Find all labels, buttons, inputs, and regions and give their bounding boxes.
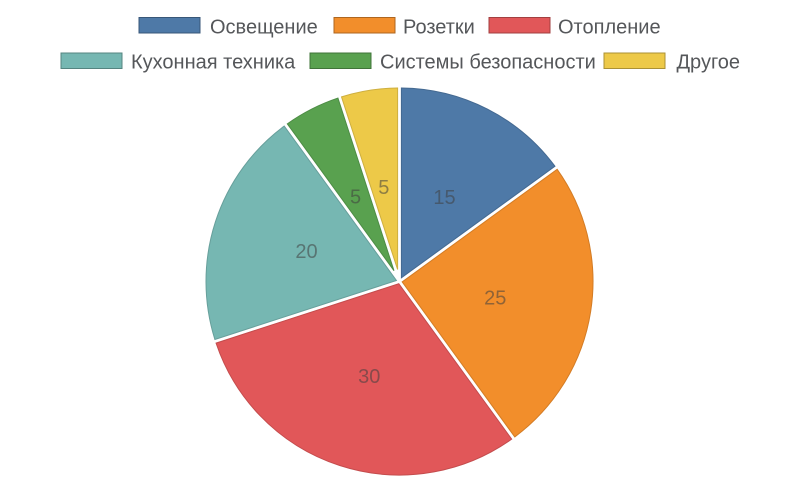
svg-text:Кухонная техника: Кухонная техника [131, 52, 296, 74]
svg-text:20: 20 [295, 241, 317, 263]
svg-text:15: 15 [433, 187, 455, 209]
svg-text:Другое: Другое [677, 52, 741, 74]
svg-text:5: 5 [378, 177, 389, 199]
svg-text:5: 5 [350, 186, 361, 208]
svg-text:Системы безопасности: Системы безопасности [380, 52, 596, 74]
svg-text:30: 30 [358, 366, 380, 388]
svg-text:Освещение: Освещение [210, 16, 318, 38]
svg-text:Розетки: Розетки [403, 16, 475, 38]
svg-text:Отопление: Отопление [558, 16, 661, 38]
svg-text:25: 25 [484, 287, 506, 309]
